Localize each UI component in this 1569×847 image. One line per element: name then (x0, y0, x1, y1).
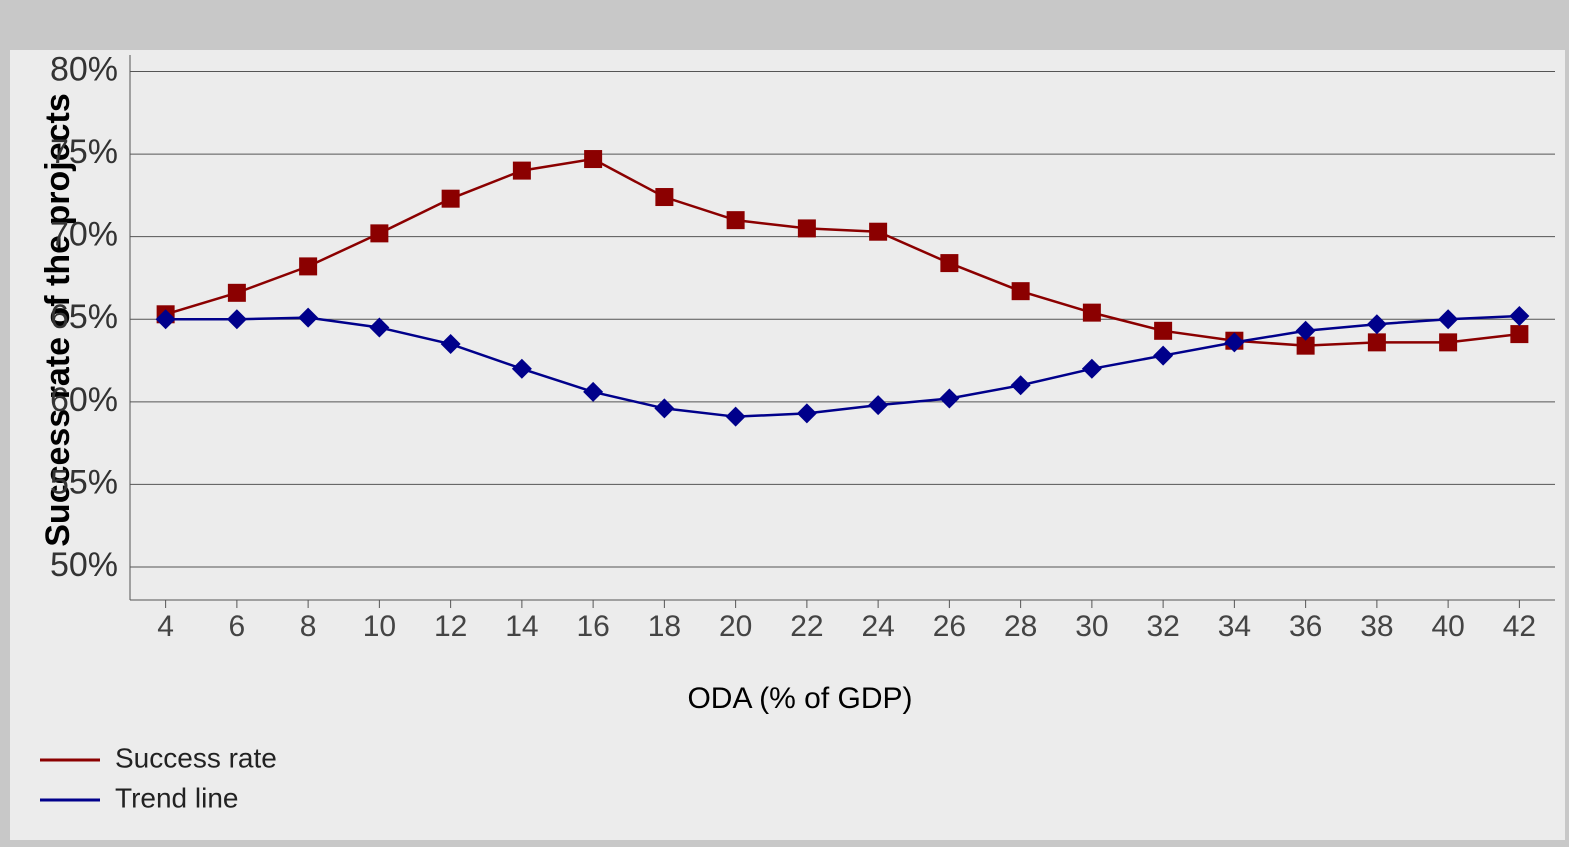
x-tick-label: 36 (1289, 610, 1322, 643)
marker (370, 224, 389, 243)
marker (584, 150, 603, 169)
y-axis-label: Success rate of the projects (39, 93, 77, 547)
x-axis-label: ODA (% of GDP) (687, 682, 912, 715)
legend-label: Success rate (115, 742, 277, 773)
x-tick-label: 24 (861, 610, 894, 643)
marker (1438, 309, 1459, 330)
y-tick-label: 55% (50, 463, 118, 501)
marker (725, 406, 746, 427)
marker (1153, 345, 1174, 366)
marker (869, 222, 888, 241)
x-tick-label: 34 (1218, 610, 1251, 643)
marker (868, 395, 889, 416)
marker (1439, 333, 1458, 352)
marker (1082, 303, 1101, 322)
y-tick-label: 75% (50, 133, 118, 171)
x-tick-label: 4 (157, 610, 174, 643)
y-tick-label: 65% (50, 298, 118, 336)
series-line (165, 314, 1520, 418)
marker (512, 161, 531, 180)
x-tick-label: 42 (1503, 610, 1536, 643)
x-tick-label: 18 (648, 610, 681, 643)
marker (1295, 320, 1316, 341)
marker (369, 317, 390, 338)
marker (939, 388, 960, 409)
marker (797, 219, 816, 238)
marker (226, 309, 247, 330)
marker (1081, 358, 1102, 379)
marker (1366, 314, 1387, 335)
series-line (165, 157, 1520, 347)
marker (299, 257, 318, 276)
marker (796, 403, 817, 424)
marker (1510, 325, 1529, 344)
marker (441, 189, 460, 208)
y-tick-label: 60% (50, 381, 118, 419)
x-tick-label: 32 (1146, 610, 1179, 643)
x-tick-label: 12 (434, 610, 467, 643)
marker (654, 398, 675, 419)
marker (1296, 336, 1315, 355)
x-tick-label: 8 (300, 610, 317, 643)
x-tick-label: 26 (933, 610, 966, 643)
marker (726, 211, 745, 230)
x-tick-label: 28 (1004, 610, 1037, 643)
x-tick-label: 20 (719, 610, 752, 643)
x-tick-label: 38 (1360, 610, 1393, 643)
marker (440, 334, 461, 355)
marker (1010, 375, 1031, 396)
x-tick-label: 30 (1075, 610, 1108, 643)
y-tick-label: 50% (50, 546, 118, 584)
marker (1224, 332, 1245, 353)
marker (940, 254, 959, 273)
x-tick-label: 14 (505, 610, 538, 643)
marker (583, 381, 604, 402)
x-tick-label: 16 (576, 610, 609, 643)
marker (655, 188, 674, 207)
x-tick-label: 22 (790, 610, 823, 643)
y-tick-label: 70% (50, 216, 118, 254)
x-tick-label: 10 (363, 610, 396, 643)
marker (227, 283, 246, 302)
x-tick-label: 40 (1431, 610, 1464, 643)
marker (1509, 305, 1530, 326)
marker (1011, 282, 1030, 301)
marker (1154, 321, 1173, 340)
legend-label: Trend line (115, 782, 238, 813)
marker (1367, 333, 1386, 352)
marker (155, 309, 176, 330)
y-tick-label: 80% (50, 50, 118, 88)
marker (298, 307, 319, 328)
x-tick-label: 6 (229, 610, 246, 643)
marker (511, 358, 532, 379)
chart-area (10, 50, 1565, 840)
